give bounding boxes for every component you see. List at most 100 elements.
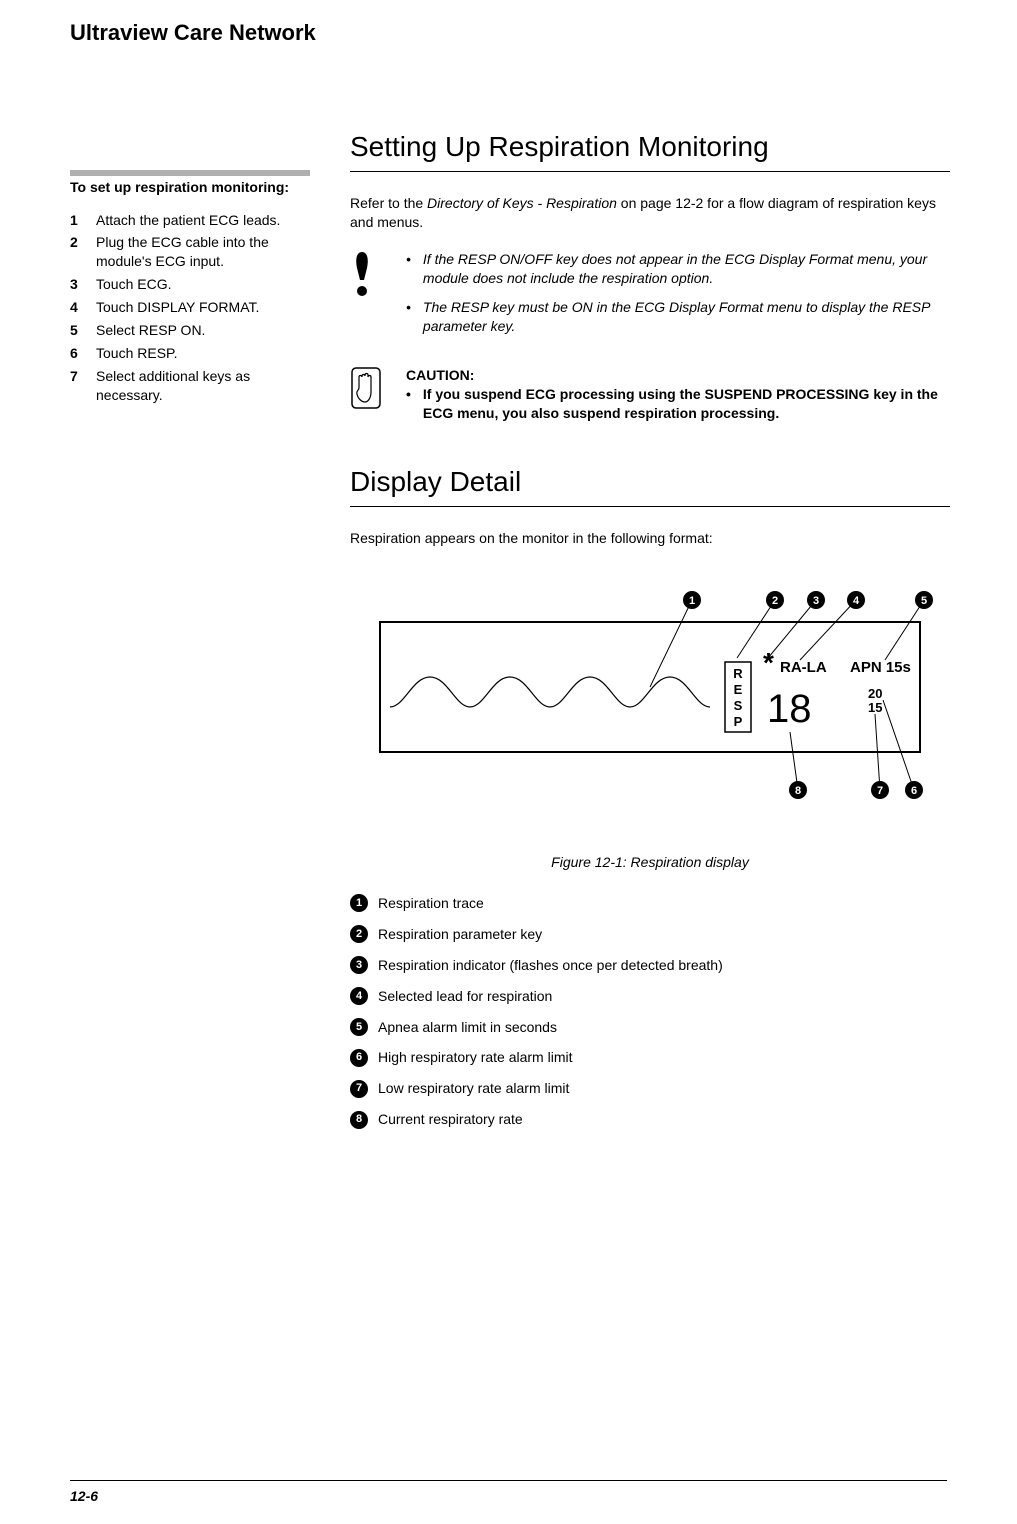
legend-text: Apnea alarm limit in seconds: [378, 1018, 557, 1037]
step-number: 4: [70, 298, 96, 317]
page-header: Ultraview Care Network: [70, 18, 947, 48]
svg-text:E: E: [734, 682, 743, 697]
step-row: 4Touch DISPLAY FORMAT.: [70, 298, 310, 317]
legend-text: Respiration parameter key: [378, 925, 542, 944]
caution-text: If you suspend ECG processing using the …: [423, 385, 950, 423]
legend-callout-circle: 4: [350, 987, 368, 1005]
note-bullet-1: • If the RESP ON/OFF key does not appear…: [406, 250, 950, 288]
legend-row: 3 Respiration indicator (flashes once per…: [350, 956, 950, 975]
svg-text:S: S: [734, 698, 743, 713]
svg-text:6: 6: [911, 785, 917, 797]
svg-text:*: *: [763, 647, 774, 678]
legend-callout-circle: 1: [350, 894, 368, 912]
svg-text:R: R: [733, 666, 743, 681]
section1-rule: [350, 171, 950, 172]
section2-title: Display Detail: [350, 463, 950, 501]
step-text: Touch DISPLAY FORMAT.: [96, 298, 259, 317]
svg-text:18: 18: [767, 687, 812, 731]
intro-pre: Refer to the: [350, 195, 427, 211]
hand-stop-icon: [350, 366, 386, 423]
legend-text: Respiration indicator (flashes once per …: [378, 956, 723, 975]
step-row: 6Touch RESP.: [70, 344, 310, 363]
step-text: Plug the ECG cable into the module's ECG…: [96, 233, 310, 271]
legend-text: Respiration trace: [378, 894, 484, 913]
step-row: 1Attach the patient ECG leads.: [70, 211, 310, 230]
svg-text:7: 7: [877, 785, 883, 797]
legend-text: Selected lead for respiration: [378, 987, 552, 1006]
step-number: 2: [70, 233, 96, 252]
step-row: 3Touch ECG.: [70, 275, 310, 294]
step-row: 7Select additional keys as necessary.: [70, 367, 310, 405]
page-root: Ultraview Care Network To set up respira…: [0, 0, 1017, 1524]
svg-text:P: P: [734, 714, 743, 729]
section2-rule: [350, 506, 950, 507]
svg-text:2: 2: [772, 595, 778, 607]
legend-row: 4 Selected lead for respiration: [350, 987, 950, 1006]
sidebar-graybar: [70, 170, 310, 176]
legend-callout-circle: 7: [350, 1080, 368, 1098]
sidebar-title: To set up respiration monitoring:: [70, 178, 310, 197]
figure-caption: Figure 12-1: Respiration display: [350, 853, 950, 872]
bullet-dot: •: [406, 250, 411, 288]
sidebar: To set up respiration monitoring: 1Attac…: [70, 128, 310, 1141]
legend-text: Low respiratory rate alarm limit: [378, 1079, 569, 1098]
display-intro: Respiration appears on the monitor in th…: [350, 529, 950, 548]
note-bullet-2: • The RESP key must be ON in the ECG Dis…: [406, 298, 950, 336]
legend-callout-circle: 5: [350, 1018, 368, 1036]
footer-rule: [70, 1480, 947, 1481]
step-text: Touch RESP.: [96, 344, 177, 363]
legend-row: 5 Apnea alarm limit in seconds: [350, 1018, 950, 1037]
step-text: Attach the patient ECG leads.: [96, 211, 280, 230]
section1-title: Setting Up Respiration Monitoring: [350, 128, 950, 166]
svg-text:1: 1: [689, 595, 695, 607]
step-row: 5Select RESP ON.: [70, 321, 310, 340]
caution-bullet: • If you suspend ECG processing using th…: [406, 385, 950, 423]
legend-text: High respiratory rate alarm limit: [378, 1048, 573, 1067]
intro-paragraph: Refer to the Directory of Keys - Respira…: [350, 194, 950, 232]
columns: To set up respiration monitoring: 1Attac…: [70, 128, 947, 1141]
step-text: Select additional keys as necessary.: [96, 367, 310, 405]
svg-text:15: 15: [868, 700, 882, 715]
caution-label: CAUTION:: [406, 366, 950, 385]
figure-wrap: RESP * RA-LA APN 15s 18 2015 1 2 3 4 5 8 7 6: [350, 572, 950, 837]
step-number: 7: [70, 367, 96, 386]
bullet-dot: •: [406, 298, 411, 336]
svg-text:3: 3: [813, 595, 819, 607]
legend-callout-circle: 2: [350, 925, 368, 943]
legend-row: 6 High respiratory rate alarm limit: [350, 1048, 950, 1067]
steps-list: 1Attach the patient ECG leads.2Plug the …: [70, 211, 310, 405]
legend: 1 Respiration trace 2 Respiration parameter…: [350, 894, 950, 1129]
svg-text:RA-LA: RA-LA: [780, 659, 827, 676]
step-number: 6: [70, 344, 96, 363]
svg-text:4: 4: [853, 595, 860, 607]
step-text: Touch ECG.: [96, 275, 171, 294]
page-footer: 12-6: [70, 1480, 947, 1506]
note-text-2: The RESP key must be ON in the ECG Displ…: [423, 298, 950, 336]
legend-row: 2 Respiration parameter key: [350, 925, 950, 944]
legend-callout-circle: 8: [350, 1111, 368, 1129]
respiration-display-figure: RESP * RA-LA APN 15s 18 2015 1 2 3 4 5 8 7 6: [350, 572, 950, 832]
step-number: 5: [70, 321, 96, 340]
step-number: 3: [70, 275, 96, 294]
caution-block: CAUTION: • If you suspend ECG processing…: [350, 366, 950, 423]
legend-callout-circle: 6: [350, 1049, 368, 1067]
intro-em: Directory of Keys - Respiration: [427, 195, 617, 211]
bullet-dot: •: [406, 385, 411, 423]
note-body: • If the RESP ON/OFF key does not appear…: [406, 250, 950, 346]
svg-text:5: 5: [921, 595, 927, 607]
caution-body: CAUTION: • If you suspend ECG processing…: [406, 366, 950, 423]
main-content: Setting Up Respiration Monitoring Refer …: [350, 128, 950, 1141]
step-text: Select RESP ON.: [96, 321, 205, 340]
svg-text:APN 15s: APN 15s: [850, 659, 911, 676]
step-number: 1: [70, 211, 96, 230]
svg-text:8: 8: [795, 785, 801, 797]
svg-text:20: 20: [868, 686, 882, 701]
legend-callout-circle: 3: [350, 956, 368, 974]
legend-row: 1 Respiration trace: [350, 894, 950, 913]
legend-text: Current respiratory rate: [378, 1110, 523, 1129]
note-text-1: If the RESP ON/OFF key does not appear i…: [423, 250, 950, 288]
exclamation-icon: [350, 250, 386, 346]
legend-row: 7 Low respiratory rate alarm limit: [350, 1079, 950, 1098]
step-row: 2Plug the ECG cable into the module's EC…: [70, 233, 310, 271]
page-number: 12-6: [70, 1487, 947, 1506]
